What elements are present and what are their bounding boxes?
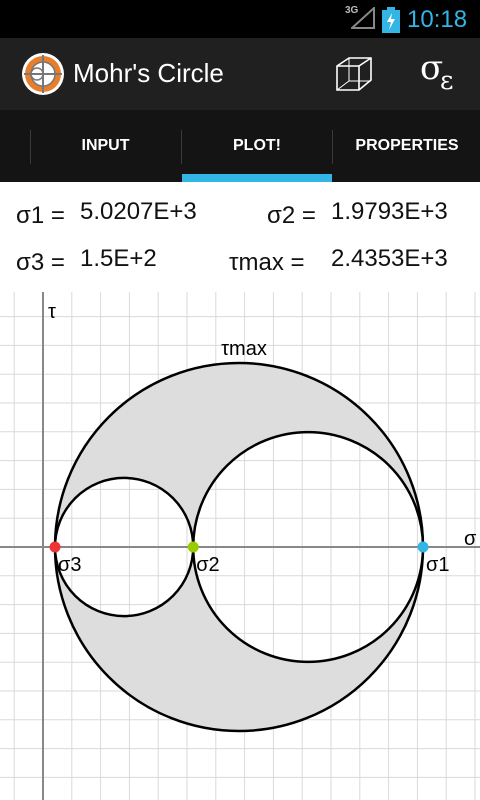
sigma2-value: 1.9793E+3 bbox=[331, 198, 448, 225]
sigma-epsilon-button[interactable]: σ ε bbox=[412, 46, 472, 102]
epsilon-glyph: ε bbox=[440, 66, 454, 96]
tab-bar: INPUT PLOT! PROPERTIES bbox=[0, 110, 480, 182]
tab-divider bbox=[30, 130, 31, 164]
sigma3-label: σ3 = bbox=[16, 249, 65, 276]
stress-point bbox=[187, 541, 199, 553]
stress-point-label: σ3 bbox=[58, 554, 81, 576]
clock: 10:18 bbox=[407, 6, 468, 33]
cube-icon bbox=[336, 57, 372, 91]
results-panel: σ1 = 5.0207E+3 σ2 = 1.9793E+3 σ3 = 1.5E+… bbox=[0, 182, 480, 292]
plot-axes: τσ bbox=[0, 292, 480, 800]
tab-plot[interactable]: PLOT! bbox=[233, 137, 281, 154]
tab-input[interactable]: INPUT bbox=[81, 137, 130, 154]
status-bar: 3G 10:18 bbox=[0, 0, 480, 38]
signal-icon bbox=[351, 7, 375, 29]
tau-max-annotation: τmax bbox=[221, 338, 267, 360]
tau-max-label: τmax = bbox=[229, 249, 305, 276]
stress-point bbox=[49, 541, 61, 553]
tau-max-value: 2.4353E+3 bbox=[331, 245, 448, 272]
sigma3-value: 1.5E+2 bbox=[80, 245, 157, 272]
sigma1-value: 5.0207E+3 bbox=[80, 198, 197, 225]
tab-divider bbox=[181, 130, 182, 164]
cube-button[interactable] bbox=[334, 54, 374, 94]
stress-point-label: σ2 bbox=[196, 554, 219, 576]
selected-tab-indicator bbox=[182, 174, 332, 182]
app-logo-icon[interactable] bbox=[21, 52, 65, 96]
network-type: 3G bbox=[345, 5, 359, 16]
tab-properties[interactable]: PROPERTIES bbox=[355, 137, 459, 154]
app-title: Mohr's Circle bbox=[73, 58, 224, 88]
tab-divider bbox=[332, 130, 333, 164]
shaded-region bbox=[55, 363, 423, 731]
action-bar: Mohr's Circle σ ε bbox=[0, 38, 480, 110]
plot-marks: τmax σ3 σ2 σ1 bbox=[49, 338, 449, 576]
sigma2-label: σ2 = bbox=[267, 202, 316, 229]
battery-charging-icon bbox=[382, 7, 400, 33]
stress-point bbox=[417, 541, 429, 553]
stress-point-label: σ1 bbox=[426, 554, 449, 576]
sigma-glyph: σ bbox=[420, 48, 444, 88]
tau-axis-label: τ bbox=[48, 301, 56, 323]
sigma-axis-label: σ bbox=[464, 528, 477, 550]
sigma1-label: σ1 = bbox=[16, 202, 65, 229]
